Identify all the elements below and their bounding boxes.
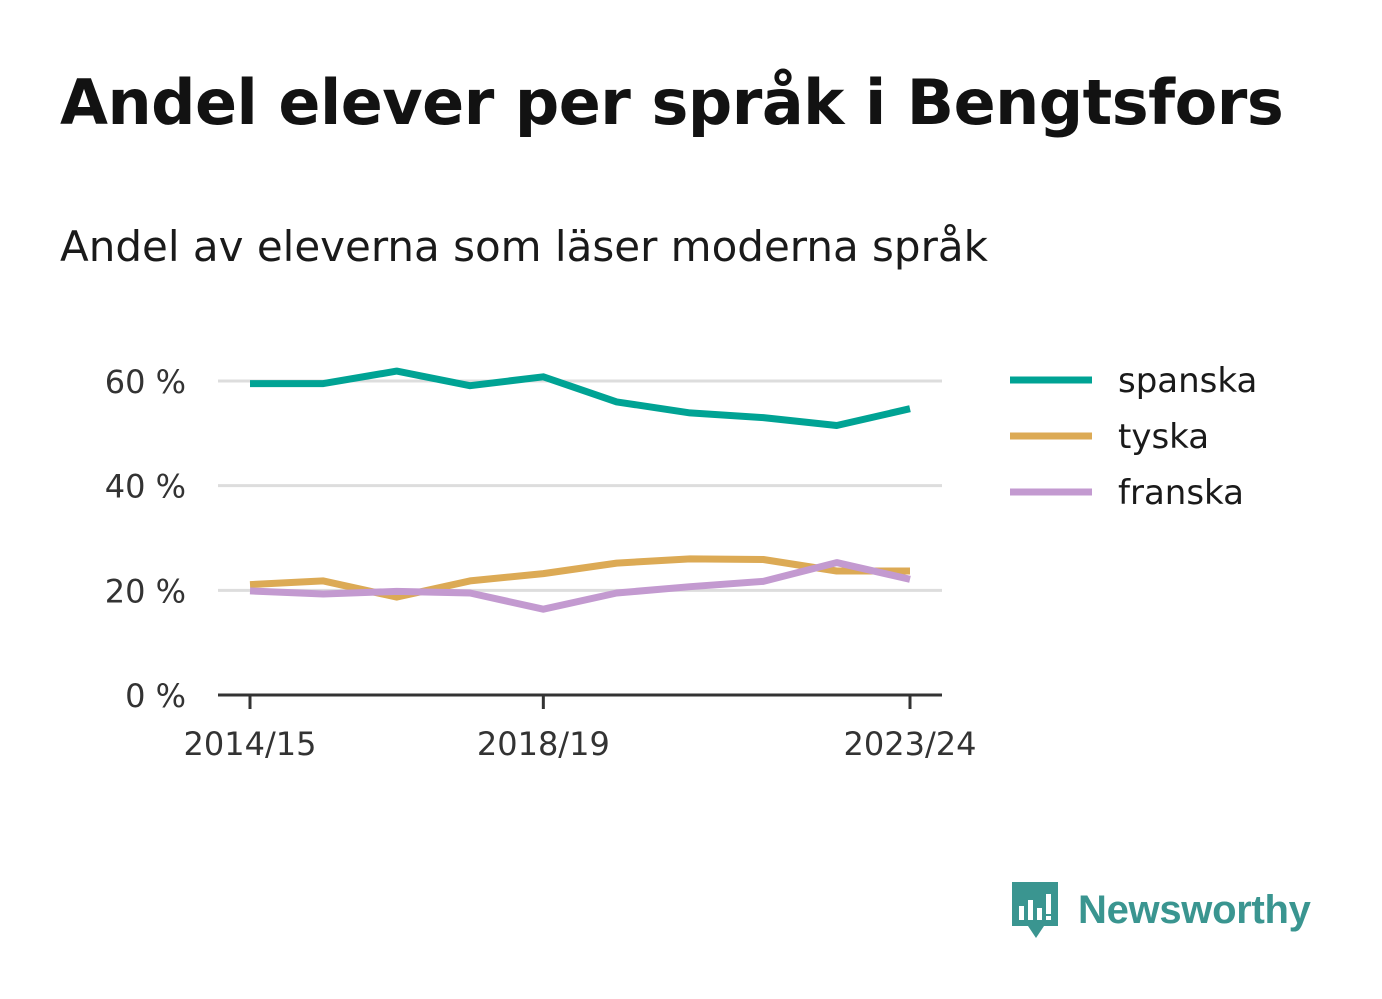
series-line-franska — [249, 559, 911, 613]
series-line-tyska — [249, 555, 910, 601]
y-tick-label: 60 % — [105, 363, 186, 401]
series-lines — [249, 367, 911, 613]
brand-logo: Newsworthy — [1010, 880, 1311, 940]
y-axis: 0 % 20 % 40 % 60 % — [105, 363, 186, 715]
y-tick-label: 0 % — [125, 677, 186, 715]
y-tick-label: 40 % — [105, 468, 186, 506]
gridlines — [218, 379, 942, 592]
newsworthy-logo-icon — [1012, 882, 1058, 938]
x-tick-label: 2014/15 — [184, 725, 317, 763]
legend-label-tyska: tyska — [1118, 417, 1209, 457]
legend-label-spanska: spanska — [1118, 361, 1257, 401]
x-tick-label: 2023/24 — [844, 725, 977, 763]
y-tick-label: 20 % — [105, 572, 186, 610]
x-axis: 2014/15 2018/19 2023/24 — [184, 693, 977, 763]
x-tick-label: 2018/19 — [477, 725, 610, 763]
chart-subtitle: Andel av eleverna som läser moderna språ… — [60, 222, 988, 271]
legend: spanska tyska franska — [1010, 361, 1257, 513]
chart-title: Andel elever per språk i Bengtsfors — [60, 66, 1284, 139]
series-line-spanska — [250, 367, 911, 429]
legend-label-franska: franska — [1118, 473, 1244, 513]
brand-name: Newsworthy — [1078, 887, 1311, 932]
